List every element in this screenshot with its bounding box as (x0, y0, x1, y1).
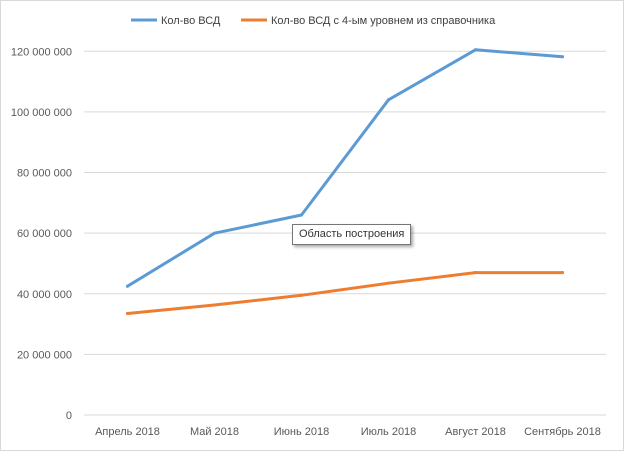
data-point (213, 303, 216, 307)
data-point (561, 271, 564, 275)
legend-label: Кол-во ВСД с 4-ым уровнем из справочника (271, 15, 496, 27)
data-point (387, 281, 390, 285)
data-point (126, 311, 129, 315)
series-line-2 (126, 271, 564, 315)
plot-area-tooltip: Область построения (292, 224, 412, 245)
x-tick-label: Апрель 2018 (95, 426, 160, 438)
y-tick-label: 20 000 000 (17, 349, 72, 361)
x-tick-label: Июль 2018 (361, 426, 417, 438)
legend-label: Кол-во ВСД (161, 15, 221, 27)
x-tick-label: Сентябрь 2018 (524, 426, 601, 438)
series-line-1 (126, 48, 564, 288)
data-point (126, 284, 129, 288)
series-layer (126, 48, 564, 315)
y-tick-label: 80 000 000 (17, 168, 72, 180)
y-tick-label: 40 000 000 (17, 289, 72, 301)
y-axis: 0 20 000 000 40 000 000 60 000 000 80 000 00… (11, 46, 72, 422)
x-axis: Апрель 2018 Май 2018 Июнь 2018 Июль 2018 Авг… (95, 426, 601, 438)
data-point (300, 213, 303, 217)
data-point (300, 293, 303, 297)
legend: Кол-во ВСД Кол-во ВСД с 4-ым уровнем из с… (131, 15, 496, 27)
y-tick-label: 60 000 000 (17, 228, 72, 240)
data-point (474, 271, 477, 275)
x-tick-label: Июнь 2018 (274, 426, 330, 438)
y-tick-label: 120 000 000 (11, 46, 72, 58)
x-tick-label: Май 2018 (190, 426, 239, 438)
data-point (474, 48, 477, 52)
y-tick-label: 100 000 000 (11, 107, 72, 119)
data-point (213, 231, 216, 235)
x-tick-label: Август 2018 (445, 426, 506, 438)
data-point (561, 55, 564, 59)
data-point (387, 98, 390, 102)
y-tick-label: 0 (66, 410, 72, 422)
